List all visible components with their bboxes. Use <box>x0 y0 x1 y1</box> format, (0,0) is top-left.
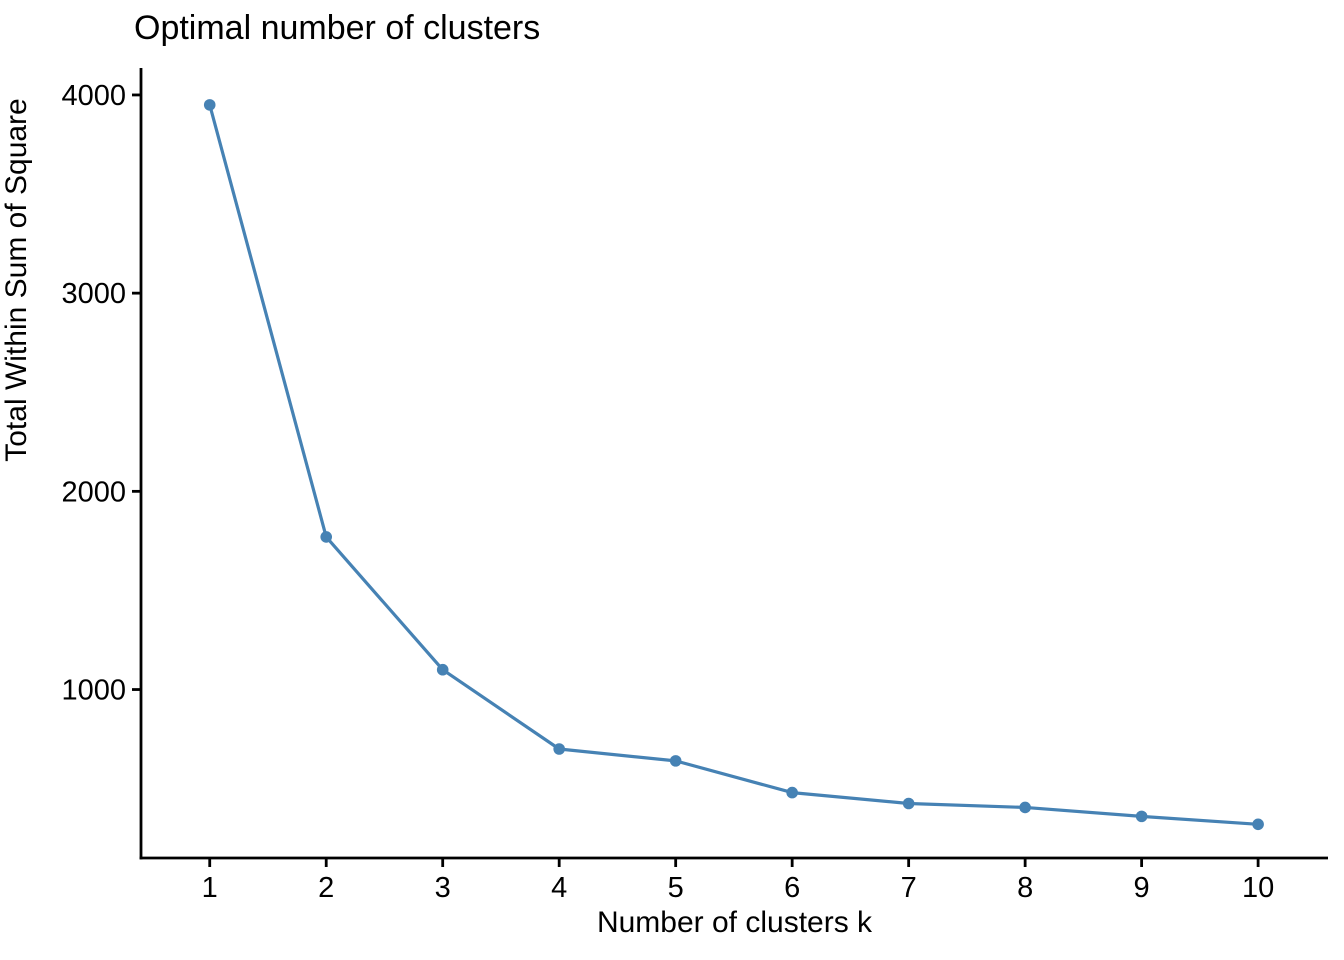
data-point <box>320 531 333 543</box>
y-axis-tick-label: 4000 <box>61 80 126 112</box>
data-point <box>436 663 449 676</box>
data-point <box>1252 818 1264 831</box>
data-point <box>1135 810 1148 823</box>
data-point <box>203 99 216 111</box>
y-axis-tick-label: 3000 <box>61 278 126 310</box>
x-axis-tick-label: 2 <box>318 872 334 904</box>
data-point <box>902 797 915 810</box>
x-axis-tick-label: 8 <box>1017 872 1033 904</box>
y-axis-tick-label: 2000 <box>61 476 126 508</box>
data-point <box>669 755 682 767</box>
y-axis-title: Total Within Sum of Square <box>0 98 33 462</box>
x-axis-tick-label: 9 <box>1134 872 1150 904</box>
x-axis-tick-label: 7 <box>901 872 917 904</box>
x-axis-tick-label: 4 <box>551 872 567 904</box>
x-axis-tick-label: 10 <box>1242 872 1274 904</box>
data-point <box>786 786 798 799</box>
x-axis-tick-label: 6 <box>784 872 800 904</box>
x-axis-tick-label: 3 <box>435 872 451 904</box>
x-axis-tick-label: 1 <box>202 872 218 904</box>
data-point <box>1019 801 1031 814</box>
x-axis-tick-label: 5 <box>668 872 684 904</box>
plot-title: Optimal number of clusters <box>134 9 541 47</box>
x-axis-title: Number of clusters k <box>596 906 873 939</box>
wss-line <box>208 103 1260 826</box>
y-axis-tick-label: 1000 <box>61 675 126 707</box>
data-point <box>553 743 565 755</box>
